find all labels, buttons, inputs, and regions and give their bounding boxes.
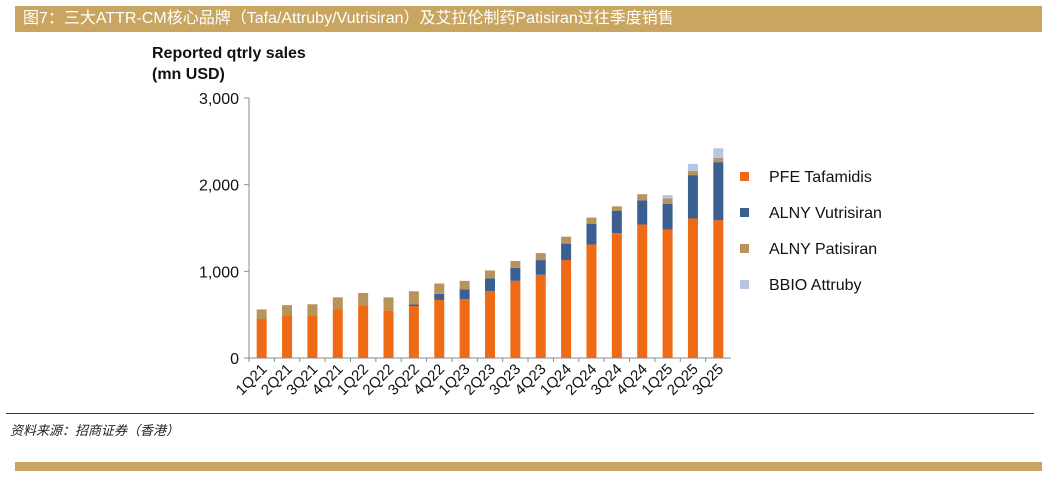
bar-segment-pfe-tafamidis (611, 233, 622, 358)
bar-segment-bbio-attruby (687, 163, 698, 171)
bar-segment-alny-patisiran (282, 305, 293, 316)
bar-segment-pfe-tafamidis (485, 291, 495, 358)
y-tick-label: 1,000 (199, 264, 239, 281)
stacked-bar-chart: Reported qtrly sales (mn USD) 0 1,000 2,00… (152, 45, 882, 399)
bar-segment-alny-vutrisiran (687, 175, 698, 219)
bar-segment-alny-vutrisiran (434, 293, 445, 300)
bar-segment-alny-patisiran (611, 206, 622, 211)
bar-segment-alny-patisiran (485, 270, 495, 279)
bar-segment-pfe-tafamidis (434, 299, 445, 358)
bar-segment-pfe-tafamidis (408, 306, 419, 358)
bar-segment-alny-patisiran (662, 198, 673, 204)
source-divider (6, 413, 1034, 414)
bar-segment-pfe-tafamidis (637, 224, 648, 358)
bar-segment-pfe-tafamidis (332, 309, 343, 358)
bar-segment-alny-patisiran (358, 293, 369, 306)
legend-label: ALNY Vutrisiran (769, 205, 882, 222)
footer-bar (15, 462, 1042, 471)
figure-title: 图7：三大ATTR-CM核心品牌（Tafa/Attruby/Vutrisiran… (23, 10, 674, 27)
bar-segment-alny-patisiran (637, 194, 648, 201)
bar-segment-pfe-tafamidis (358, 305, 369, 358)
bar-segment-pfe-tafamidis (510, 280, 521, 358)
bar-segment-alny-patisiran (586, 217, 597, 224)
legend-swatch-bbio-attruby (740, 280, 749, 289)
bar-segment-bbio-attruby (662, 195, 673, 199)
bar-segment-pfe-tafamidis (586, 244, 597, 358)
plot-area: 01,0002,0003,0001Q212Q213Q214Q211Q222Q22… (199, 91, 731, 399)
legend-label: ALNY Patisiran (769, 241, 877, 258)
bar-segment-alny-vutrisiran (637, 200, 648, 225)
bar-segment-alny-patisiran (561, 236, 572, 244)
bar-segment-pfe-tafamidis (687, 218, 698, 358)
y-axis-title-line1: Reported qtrly sales (152, 45, 306, 62)
bar-segment-pfe-tafamidis (561, 260, 572, 358)
bar-segment-alny-vutrisiran (510, 267, 521, 281)
bar-segment-alny-vutrisiran (561, 243, 572, 261)
bar-segment-alny-patisiran (256, 309, 267, 319)
bar-segment-alny-patisiran (434, 283, 445, 294)
y-tick-label: 0 (230, 351, 239, 368)
y-tick-label: 2,000 (199, 178, 239, 195)
bar-segment-alny-vutrisiran (459, 289, 470, 300)
bar-segment-alny-vutrisiran (586, 223, 597, 245)
y-axis-title-line2: (mn USD) (152, 66, 225, 83)
legend-swatch-pfe-tafamidis (740, 172, 749, 181)
bar-segment-pfe-tafamidis (535, 274, 546, 358)
bar-segment-alny-vutrisiran (713, 162, 724, 221)
bar-segment-pfe-tafamidis (459, 299, 470, 358)
bar-segment-pfe-tafamidis (713, 220, 724, 358)
legend-label: BBIO Attruby (769, 277, 861, 294)
source-note: 资料来源：招商证券（香港） (10, 423, 180, 438)
bar-segment-alny-patisiran (510, 260, 521, 268)
bar-segment-alny-patisiran (307, 304, 318, 316)
legend-swatch-alny-patisiran (740, 244, 749, 253)
y-tick-label: 3,000 (199, 91, 239, 108)
figure-header-bar: 图7：三大ATTR-CM核心品牌（Tafa/Attruby/Vutrisiran… (15, 6, 1042, 32)
bar-segment-bbio-attruby (713, 148, 724, 158)
legend-swatch-alny-vutrisiran (740, 208, 749, 217)
bar-segment-alny-patisiran (383, 297, 394, 311)
legend: PFE Tafamidis ALNY Vutrisiran ALNY Patisir… (740, 169, 882, 294)
bar-segment-pfe-tafamidis (282, 315, 293, 358)
bar-segment-pfe-tafamidis (383, 310, 394, 358)
bar-segment-pfe-tafamidis (307, 315, 318, 358)
bar-segment-alny-patisiran (459, 280, 470, 290)
legend-label: PFE Tafamidis (769, 169, 872, 186)
bar-segment-pfe-tafamidis (662, 229, 673, 358)
bar-segment-alny-patisiran (535, 253, 546, 261)
bar-segment-alny-vutrisiran (535, 260, 546, 275)
bar-segment-alny-vutrisiran (408, 304, 419, 306)
bar-segment-alny-patisiran (332, 297, 343, 310)
bar-segment-pfe-tafamidis (256, 319, 267, 358)
bar-segment-alny-patisiran (713, 157, 724, 163)
bar-segment-alny-patisiran (408, 291, 419, 305)
bar-segment-alny-vutrisiran (485, 278, 495, 292)
bar-segment-alny-vutrisiran (662, 203, 673, 230)
bar-segment-alny-patisiran (687, 170, 698, 176)
bar-segment-alny-vutrisiran (611, 210, 622, 234)
